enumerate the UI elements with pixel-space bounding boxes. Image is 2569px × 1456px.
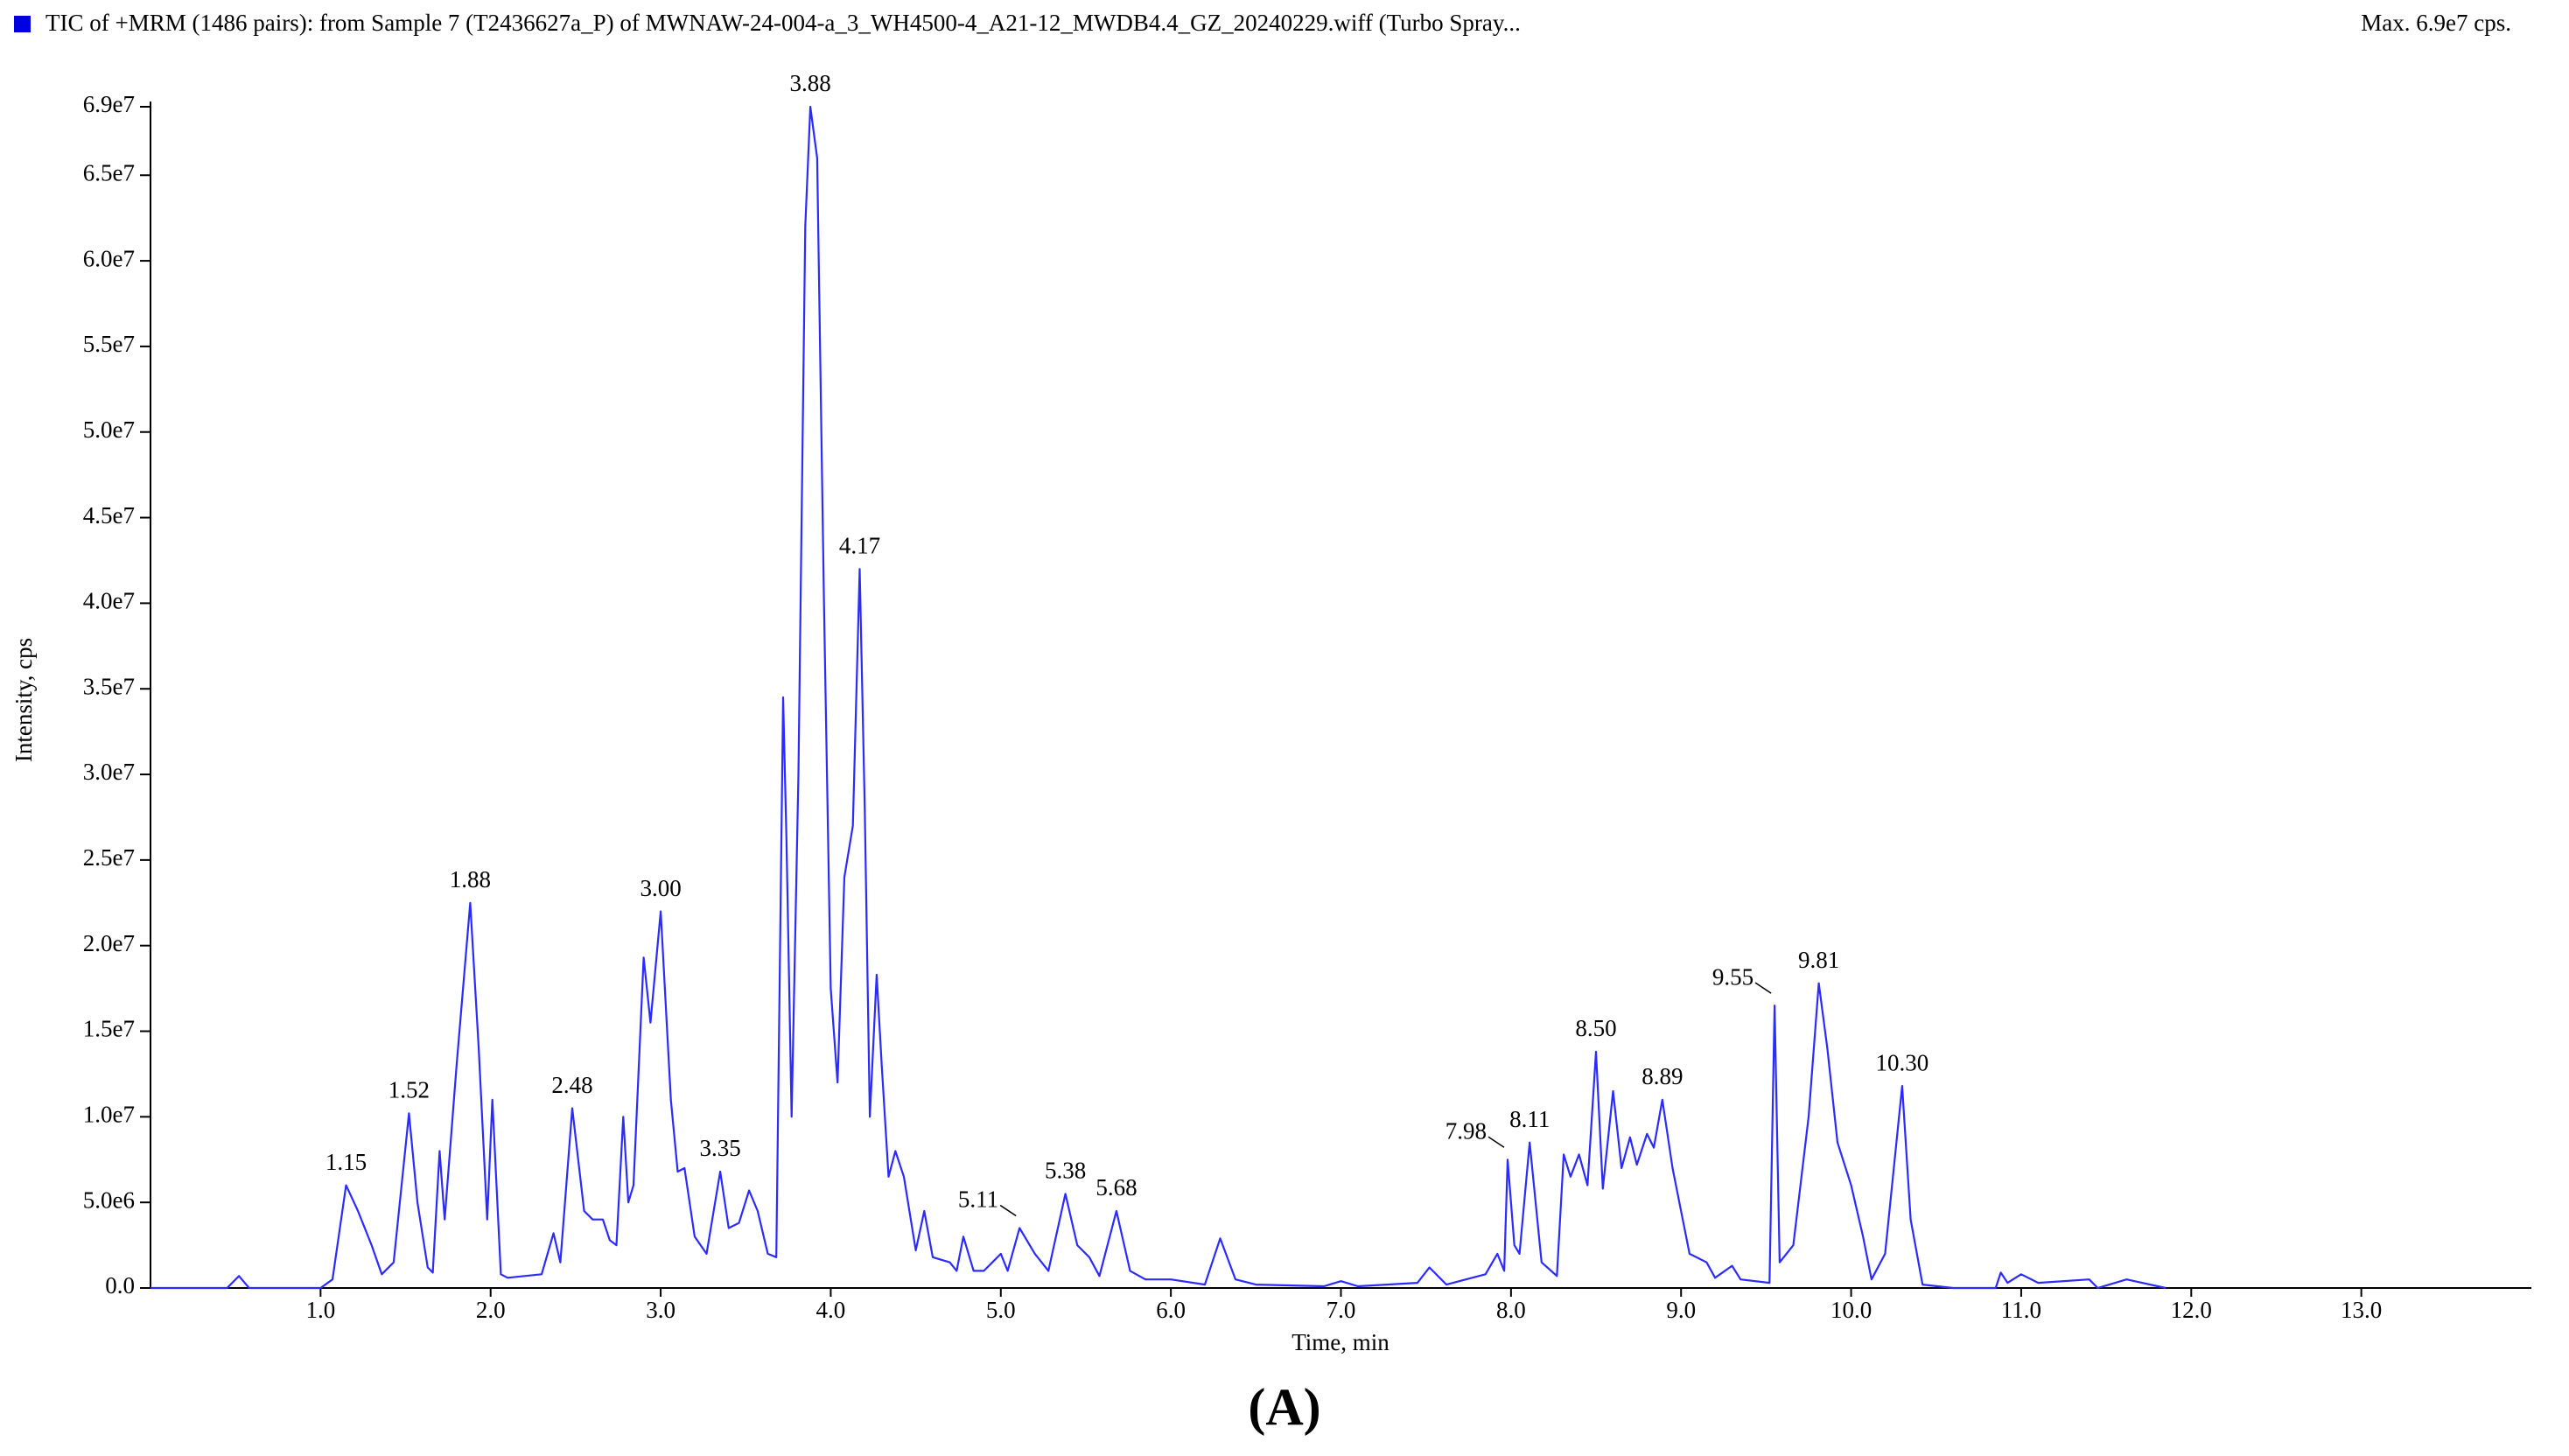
y-tick-label: 6.5e7 (83, 159, 135, 186)
peak-label: 5.68 (1096, 1174, 1137, 1200)
x-tick-label: 10.0 (1830, 1297, 1872, 1323)
peak-label: 8.11 (1509, 1106, 1550, 1132)
x-tick-label: 2.0 (476, 1297, 506, 1323)
y-axis-label: Intensity, cps (10, 638, 37, 762)
y-tick-label: 4.5e7 (83, 502, 135, 528)
peak-label: 3.88 (789, 70, 830, 96)
x-tick-label: 7.0 (1326, 1297, 1356, 1323)
y-tick-label: 5.0e6 (83, 1186, 135, 1213)
x-tick-label: 11.0 (2001, 1297, 2041, 1323)
y-tick-label: 1.5e7 (83, 1016, 135, 1042)
y-tick-label: 1.0e7 (83, 1102, 135, 1128)
peak-label: 8.50 (1575, 1015, 1616, 1041)
y-tick-label: 4.0e7 (83, 588, 135, 614)
peak-label: 1.15 (326, 1149, 367, 1175)
y-tick-label: 3.5e7 (83, 673, 135, 699)
peak-label: 8.89 (1642, 1063, 1683, 1089)
peak-leader (1488, 1136, 1505, 1148)
y-tick-label: 3.0e7 (83, 759, 135, 785)
x-tick-label: 5.0 (986, 1297, 1016, 1323)
peak-leader (1754, 982, 1772, 994)
legend-swatch (14, 16, 31, 32)
peak-label: 3.00 (640, 875, 681, 901)
y-tick-label: 6.0e7 (83, 245, 135, 271)
peak-label: 3.35 (699, 1135, 740, 1161)
peak-label: 10.30 (1876, 1049, 1929, 1075)
y-tick-label: 5.0e7 (83, 416, 135, 443)
peak-label: 7.98 (1446, 1117, 1487, 1144)
peak-label: 1.52 (388, 1077, 430, 1103)
caption: (A) (1248, 1378, 1320, 1436)
y-tick-label: 5.5e7 (83, 331, 135, 357)
y-tick-label: 2.0e7 (83, 930, 135, 956)
peak-label: 2.48 (551, 1072, 592, 1098)
y-tick-label: 0.0 (105, 1272, 135, 1298)
peak-label: 5.38 (1045, 1158, 1086, 1184)
peak-label: 9.55 (1712, 963, 1754, 990)
peak-label: 4.17 (839, 532, 880, 558)
x-axis-label: Time, min (1292, 1329, 1390, 1355)
x-tick-label: 12.0 (2171, 1297, 2212, 1323)
peak-label: 1.88 (450, 866, 491, 892)
max-label: Max. 6.9e7 cps. (2361, 10, 2511, 36)
x-tick-label: 3.0 (646, 1297, 676, 1323)
peak-leader (999, 1204, 1017, 1217)
x-tick-label: 9.0 (1666, 1297, 1696, 1323)
trace (150, 105, 2166, 1290)
peak-label: 5.11 (958, 1186, 998, 1213)
x-tick-label: 13.0 (2341, 1297, 2382, 1323)
y-tick-label: 2.5e7 (83, 844, 135, 871)
x-tick-label: 1.0 (305, 1297, 335, 1323)
peak-label: 9.81 (1798, 947, 1839, 973)
y-tick-label: 6.9e7 (83, 91, 135, 117)
x-tick-label: 8.0 (1496, 1297, 1526, 1323)
x-tick-label: 6.0 (1156, 1297, 1186, 1323)
chart-title: TIC of +MRM (1486 pairs): from Sample 7 … (46, 10, 1521, 36)
x-tick-label: 4.0 (816, 1297, 846, 1323)
